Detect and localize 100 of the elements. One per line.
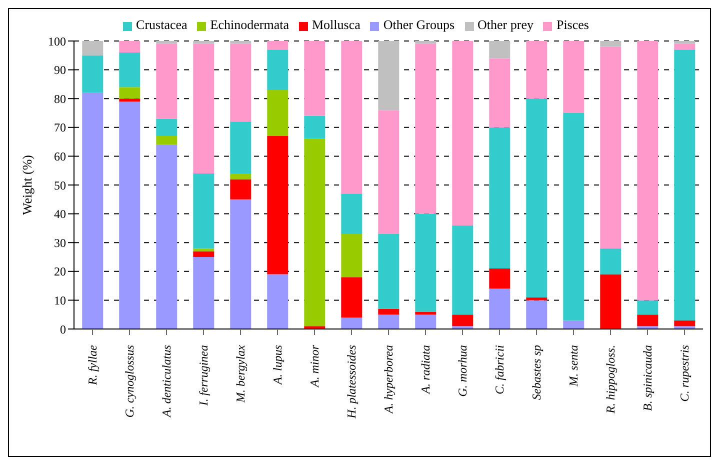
legend-label: Crustacea — [136, 17, 188, 32]
bar — [341, 317, 362, 329]
x-tick-label: H. platessoides — [344, 344, 358, 420]
y-tick-label: 30 — [54, 236, 66, 250]
bar — [415, 41, 436, 44]
bar — [193, 251, 214, 257]
bar — [156, 144, 178, 329]
x-tick-label: C. fabricii — [492, 345, 506, 394]
bar — [230, 173, 252, 180]
bar — [378, 234, 400, 309]
bar — [193, 173, 214, 248]
bar — [674, 320, 696, 326]
bar — [267, 41, 288, 50]
x-tick-label: M. bergylax — [234, 344, 248, 404]
bar — [341, 41, 362, 194]
x-tick-label: A. denticulatus — [160, 344, 174, 418]
bar — [304, 41, 326, 116]
bar — [267, 136, 288, 274]
x-tick-label: A. radiata — [418, 345, 432, 395]
legend-label: Other prey — [478, 17, 534, 32]
bar — [378, 308, 400, 315]
bar — [489, 288, 510, 329]
x-tick-label: A. hyperborea — [382, 345, 396, 414]
y-tick-label: 80 — [54, 92, 66, 106]
bar — [341, 277, 362, 318]
bar — [267, 50, 288, 90]
bar — [341, 194, 362, 234]
y-tick-label: 60 — [54, 149, 66, 164]
bar — [600, 248, 622, 274]
bar — [119, 41, 140, 53]
bar — [637, 300, 658, 315]
legend-label: Mollusca — [312, 17, 360, 32]
legend-label: Other Groups — [383, 17, 455, 32]
bar — [341, 234, 362, 278]
bar — [304, 138, 326, 326]
bar — [526, 98, 548, 298]
bar — [156, 118, 178, 136]
y-tick-label: 40 — [54, 207, 66, 222]
bar — [193, 257, 214, 329]
bar — [600, 46, 622, 248]
bar — [674, 44, 696, 50]
bar — [415, 314, 436, 329]
bar — [489, 58, 510, 128]
bar — [489, 41, 510, 58]
bar — [600, 274, 622, 329]
bar — [267, 90, 288, 136]
bar — [415, 44, 436, 214]
y-tick-label: 20 — [54, 264, 66, 279]
x-tick-label: R. hippogloss. — [604, 345, 618, 414]
y-tick-label: 90 — [54, 63, 66, 78]
bar — [637, 314, 658, 326]
bar — [119, 52, 140, 88]
bar — [415, 214, 436, 312]
legend-label: Pisces — [556, 17, 589, 32]
legend-label: Echinodermata — [210, 17, 289, 32]
bar — [230, 122, 252, 174]
bar — [230, 41, 252, 44]
bar — [489, 127, 510, 269]
bar — [526, 300, 548, 329]
y-axis-title: Weight (%) — [20, 155, 35, 215]
bar — [193, 41, 214, 44]
bar — [600, 41, 622, 47]
bar — [378, 314, 400, 329]
bar — [156, 136, 178, 145]
bar — [378, 110, 400, 234]
bar — [267, 274, 288, 329]
y-tick-label: 70 — [54, 120, 66, 135]
bar — [415, 312, 436, 315]
bar — [563, 320, 584, 329]
bar — [230, 199, 252, 329]
x-tick-label: I. ferruginea — [196, 345, 210, 407]
bar — [452, 41, 474, 226]
bar — [119, 98, 140, 102]
x-tick-label: C. rupestris — [678, 344, 692, 402]
bar — [674, 50, 696, 320]
x-tick-label: Sebastes sp — [530, 345, 544, 400]
bar — [230, 44, 252, 122]
bar — [156, 44, 178, 119]
bar — [452, 314, 474, 326]
x-tick-label: R. fyllae — [86, 344, 100, 386]
bar — [563, 113, 584, 320]
bar — [82, 55, 104, 93]
bar — [304, 116, 326, 139]
bar — [82, 92, 104, 329]
x-tick-label: A. lupus — [270, 344, 284, 386]
bar — [526, 41, 548, 99]
bar — [452, 225, 474, 315]
bar — [674, 41, 696, 44]
x-tick-label: B. spinicauda — [640, 345, 654, 411]
y-tick-label: 0 — [60, 322, 66, 336]
x-tick-label: G. morhua — [456, 345, 470, 397]
x-tick-label: A. minor — [308, 344, 322, 388]
bar — [230, 179, 252, 200]
y-tick-label: 50 — [54, 178, 66, 192]
bar — [637, 41, 658, 300]
bar — [119, 87, 140, 99]
bar — [489, 268, 510, 289]
x-tick-label: M. senta — [566, 345, 580, 388]
bar — [193, 44, 214, 174]
bar — [82, 41, 104, 56]
